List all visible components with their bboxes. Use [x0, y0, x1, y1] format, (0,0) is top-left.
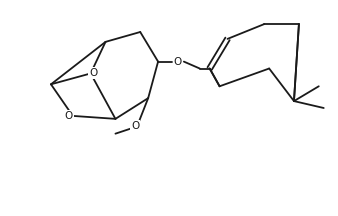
Text: O: O	[174, 57, 182, 67]
Text: O: O	[90, 68, 98, 78]
Text: O: O	[65, 111, 73, 121]
Text: O: O	[131, 121, 139, 131]
